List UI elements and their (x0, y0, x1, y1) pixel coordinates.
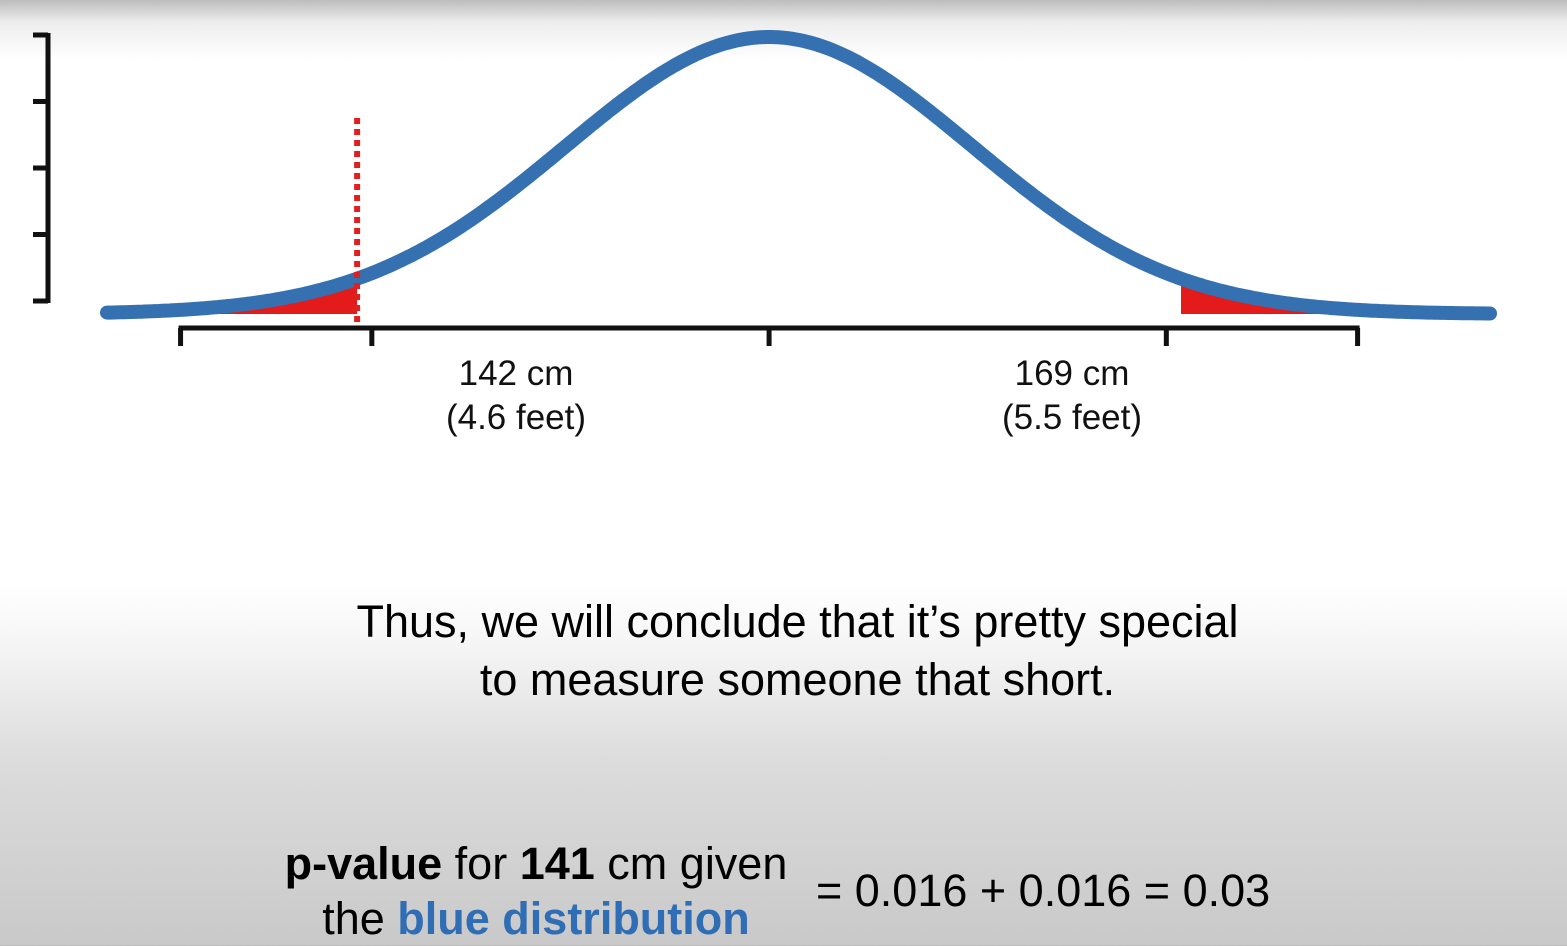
blue-distribution-label: blue distribution (397, 893, 750, 944)
pvalue-line-2: the blue distribution (236, 891, 836, 946)
y-axis (33, 32, 51, 304)
pvalue-description: p-value for 141 cm given the blue distri… (236, 836, 836, 946)
normal-distribution-plot (33, 30, 1497, 346)
pvalue-cm-given: cm given (594, 838, 788, 889)
tick-label-cm: 142 cm (458, 354, 574, 393)
pvalue-the: the (322, 893, 398, 944)
conclusion-line-1: Thus, we will conclude that it’s pretty … (356, 596, 1239, 647)
tick-label-cm: 169 cm (1014, 354, 1130, 393)
x-tick-label-169: 169 cm (5.5 feet) (922, 352, 1222, 440)
pvalue-equation: = 0.016 + 0.016 = 0.03 (816, 865, 1271, 916)
tick-label-feet: (5.5 feet) (1001, 398, 1143, 437)
shaded-tail-left (107, 278, 358, 314)
conclusion-text: Thus, we will conclude that it’s pretty … (0, 593, 1567, 709)
conclusion-line-2: to measure someone that short. (479, 654, 1116, 705)
x-tick-label-142: 142 cm (4.6 feet) (366, 352, 666, 440)
pvalue-term: p-value (284, 838, 443, 889)
pvalue-for: for (442, 838, 520, 889)
x-axis (178, 325, 1361, 346)
pvalue-height: 141 (519, 838, 595, 889)
pvalue-line-1: p-value for 141 cm given (236, 836, 836, 891)
distribution-curve (100, 30, 1497, 321)
tick-label-feet: (4.6 feet) (445, 398, 587, 437)
